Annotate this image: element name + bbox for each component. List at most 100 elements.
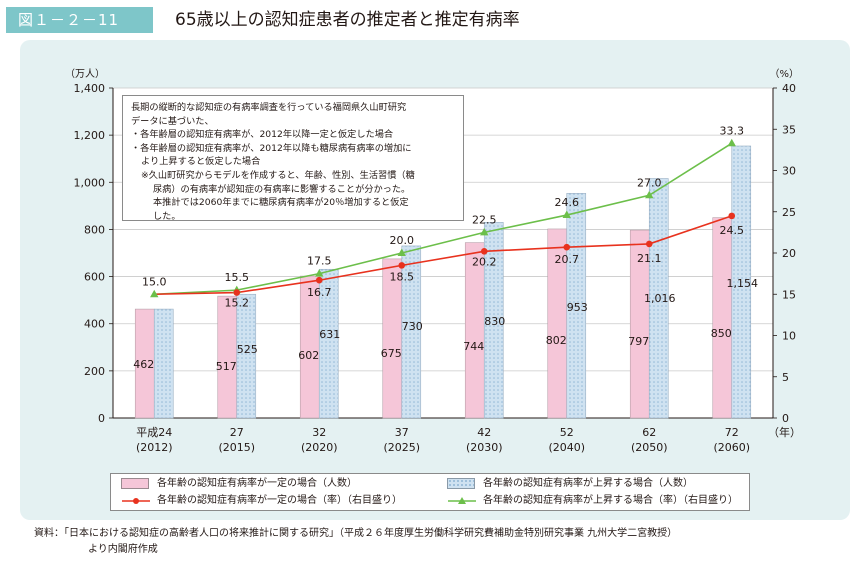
bar-const-label: 602	[298, 349, 319, 362]
line-const-marker	[563, 243, 571, 251]
x-tick-label: 42	[477, 426, 491, 439]
line-rise-marker	[562, 210, 571, 219]
bar-const-label: 462	[133, 358, 154, 371]
legend-label-bar-const: 各年齢の認知症有病率が一定の場合（人数）	[157, 478, 357, 489]
line-const-marker	[645, 240, 653, 248]
legend-label-line-rise: 各年齢の認知症有病率が上昇する場合（率）（右目盛り）	[483, 495, 738, 506]
line-rise-label: 20.0	[390, 234, 415, 247]
y-right-tick-label: 25	[782, 206, 796, 219]
bar-rise-label: 525	[237, 343, 258, 356]
note-line: 長期の縦断的な認知症の有病率調査を行っている福岡県久山町研究	[131, 102, 407, 113]
source-note: 資料：「日本における認知症の高齢者人口の将来推計に関する研究」（平成２６年度厚生…	[34, 526, 844, 558]
legend-swatch-line-const	[122, 498, 150, 504]
x-tick-label: 52	[560, 426, 574, 439]
line-const-label: 18.5	[390, 270, 415, 283]
bar-rise-label: 830	[484, 315, 505, 328]
y-left-tick-label: 200	[84, 365, 105, 378]
note-line: 尿病）の有病率が認知症の有病率に影響することが分かった。	[153, 183, 411, 195]
bar-const	[712, 217, 733, 419]
x-tick-label: 平成24	[136, 426, 172, 439]
bar-rise	[236, 293, 257, 419]
x-unit: （年）	[768, 425, 801, 439]
bar-rise-label: 631	[319, 328, 340, 341]
y-right-tick-label: 0	[782, 412, 789, 425]
note-line: ・各年齢層の認知症有病率が、2012年以降も糖尿病有病率の増加に	[131, 142, 412, 154]
line-const-label: 20.7	[555, 253, 580, 266]
line-rise-marker	[645, 190, 654, 199]
y-left-tick-label: 1,200	[74, 129, 106, 142]
line-rise-marker	[397, 248, 406, 256]
bar-const	[464, 242, 485, 419]
y-left-unit: （万人）	[65, 68, 105, 80]
line-const-label: 21.1	[637, 252, 662, 265]
note-line: 本推計では2060年までに糖尿病有病率が20％増加すると仮定	[153, 197, 409, 209]
line-const-marker	[398, 262, 406, 269]
legend-label-bar-rise: 各年齢の認知症有病率が上昇する場合（人数）	[483, 478, 693, 489]
x-tick-sublabel: (2060)	[713, 441, 750, 454]
x-tick-sublabel: (2050)	[631, 441, 668, 454]
line-const-label: 16.7	[307, 286, 332, 299]
line-rise-label: 22.5	[472, 213, 497, 226]
note-line: した。	[153, 210, 181, 222]
y-left-tick-label: 0	[98, 412, 105, 425]
legend-swatch-bar-rise	[447, 478, 475, 489]
y-right-tick-label: 20	[782, 247, 796, 260]
bar-rise	[731, 145, 752, 419]
line-rise-label: 15.0	[142, 275, 167, 288]
line-rise-label: 17.5	[307, 255, 332, 268]
bar-const-label: 797	[628, 335, 649, 348]
line-rise-marker	[150, 289, 159, 298]
x-tick-label: 32	[312, 426, 326, 439]
x-tick-sublabel: (2015)	[218, 441, 255, 454]
line-const-label: 20.2	[472, 255, 497, 268]
bar-const-label: 675	[381, 347, 402, 360]
x-tick-sublabel: (2030)	[466, 441, 503, 454]
bar-const-label: 802	[546, 334, 567, 347]
bar-rise	[483, 222, 504, 419]
y-right-tick-label: 30	[782, 165, 796, 178]
bar-const-label: 517	[216, 360, 237, 373]
legend-swatch-bar-const	[121, 478, 149, 489]
legend-swatch-line-rise	[448, 497, 476, 504]
bar-const	[217, 295, 238, 419]
line-const-label: 15.2	[225, 297, 250, 310]
bar-rise	[566, 193, 587, 419]
line-const-marker	[233, 289, 241, 296]
y-left-tick-label: 1,400	[74, 82, 106, 95]
y-left-tick-label: 400	[84, 318, 105, 331]
line-rise-label: 33.3	[720, 124, 745, 137]
line-rise-marker	[480, 227, 489, 236]
y-right-tick-label: 5	[782, 371, 789, 384]
bar-rise-label: 953	[567, 301, 588, 314]
line-rise-marker	[315, 269, 324, 277]
x-tick-label: 62	[642, 426, 656, 439]
bar-rise	[318, 268, 339, 419]
line-const-marker	[315, 276, 323, 284]
line-rise	[154, 142, 733, 296]
legend-label-line-const: 各年齢の認知症有病率が一定の場合（率）（右目盛り）	[157, 495, 402, 506]
source-line-1: 資料：「日本における認知症の高齢者人口の将来推計に関する研究」（平成２６年度厚生…	[34, 528, 678, 539]
y-right-tick-label: 10	[782, 330, 796, 343]
bar-rise	[401, 245, 422, 419]
y-left-tick-label: 1,000	[74, 176, 106, 189]
y-left-tick-label: 600	[84, 271, 105, 284]
y-right-tick-label: 35	[782, 123, 796, 136]
line-const-marker	[480, 248, 488, 255]
figure-label: 図１－２－11	[6, 7, 153, 33]
x-tick-sublabel: (2012)	[136, 441, 173, 454]
bar-rise-label: 730	[402, 320, 423, 333]
annotation-box: 長期の縦断的な認知症の有病率調査を行っている福岡県久山町研究 データに基づいた、…	[122, 95, 464, 222]
y-right-tick-label: 40	[782, 82, 796, 95]
note-line: ※久山町研究からモデルを作成すると、年齢、性別、生活習慣（糖	[141, 169, 415, 181]
line-const-marker	[728, 212, 736, 220]
note-line: データに基づいた、	[131, 115, 214, 127]
line-rise-marker	[727, 138, 736, 147]
y-left-tick-label: 800	[84, 223, 105, 236]
x-tick-sublabel: (2020)	[301, 441, 338, 454]
y-right-unit: （%）	[769, 68, 799, 80]
bar-rise	[153, 308, 174, 419]
x-tick-sublabel: (2040)	[548, 441, 585, 454]
y-right-tick-label: 15	[782, 288, 796, 301]
x-tick-label: 72	[725, 426, 739, 439]
